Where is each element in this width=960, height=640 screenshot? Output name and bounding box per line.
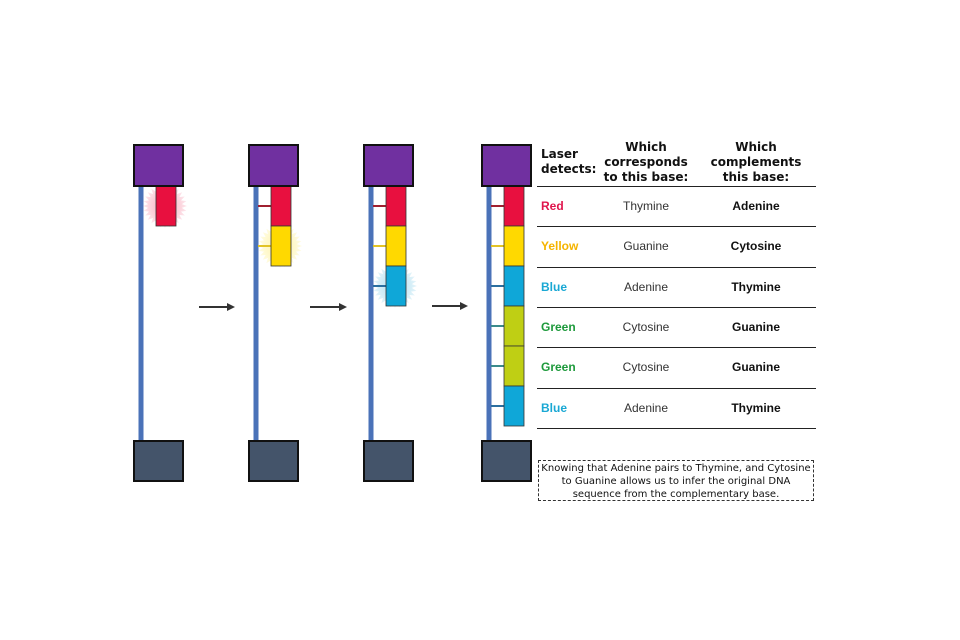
primer-block (133, 144, 184, 187)
complementary-base: Thymine (731, 400, 781, 415)
nucleotide-blue (385, 265, 407, 307)
nucleotide-red (155, 185, 177, 227)
anchor-block (481, 440, 532, 482)
corresponding-base: Thymine (622, 199, 669, 214)
explanation-note: Knowing that Adenine pairs to Thymine, a… (538, 460, 814, 501)
nucleotide-red (385, 185, 407, 227)
laser-color-label: Red (541, 199, 564, 214)
header-complements: Which complements this base: (710, 140, 802, 184)
complementary-base: Guanine (731, 320, 780, 335)
nucleotide-yellow (270, 225, 292, 267)
nucleotide-red (270, 185, 292, 227)
laser-color-label: Yellow (541, 239, 579, 254)
corresponding-base: Adenine (623, 400, 669, 415)
complementary-base: Cytosine (730, 239, 782, 254)
arrow-icon (199, 303, 235, 311)
laser-color-label: Green (541, 360, 576, 375)
laser-color-label: Blue (541, 279, 568, 294)
corresponding-base: Cytosine (622, 320, 670, 335)
table-divider (537, 347, 816, 348)
arrow-icon (432, 302, 468, 310)
laser-color-label: Green (541, 320, 576, 335)
sequencing-panel-1 (133, 144, 187, 482)
table-divider (537, 388, 816, 389)
nucleotide-blue (503, 265, 525, 307)
nucleotide-blue (503, 385, 525, 427)
primer-block (248, 144, 299, 187)
corresponding-base: Cytosine (622, 360, 670, 375)
nucleotide-yellow (503, 225, 525, 267)
table-divider (537, 226, 816, 227)
nucleotide-green (503, 305, 525, 347)
arrow-icon (310, 303, 347, 311)
primer-block (481, 144, 532, 187)
nucleotide-red (503, 185, 525, 227)
table-divider (537, 186, 816, 187)
header-corresponds: Which corresponds to this base: (603, 140, 689, 184)
primer-block (363, 144, 414, 187)
nucleotide-yellow (385, 225, 407, 267)
corresponding-base: Adenine (623, 279, 669, 294)
anchor-block (363, 440, 414, 482)
corresponding-base: Guanine (623, 239, 669, 254)
table-divider (537, 428, 816, 429)
nucleotide-green (503, 345, 525, 387)
anchor-block (133, 440, 184, 482)
laser-color-label: Blue (541, 400, 568, 415)
header-laser-detects: Laser detects: (541, 147, 597, 176)
sequencing-panel-3 (363, 144, 417, 482)
table-divider (537, 307, 816, 308)
sequencing-panel-4 (481, 144, 532, 482)
anchor-block (248, 440, 299, 482)
sequencing-panel-2 (248, 144, 302, 482)
table-divider (537, 267, 816, 268)
complementary-base: Thymine (731, 279, 781, 294)
complementary-base: Adenine (732, 199, 780, 214)
complementary-base: Guanine (731, 360, 780, 375)
